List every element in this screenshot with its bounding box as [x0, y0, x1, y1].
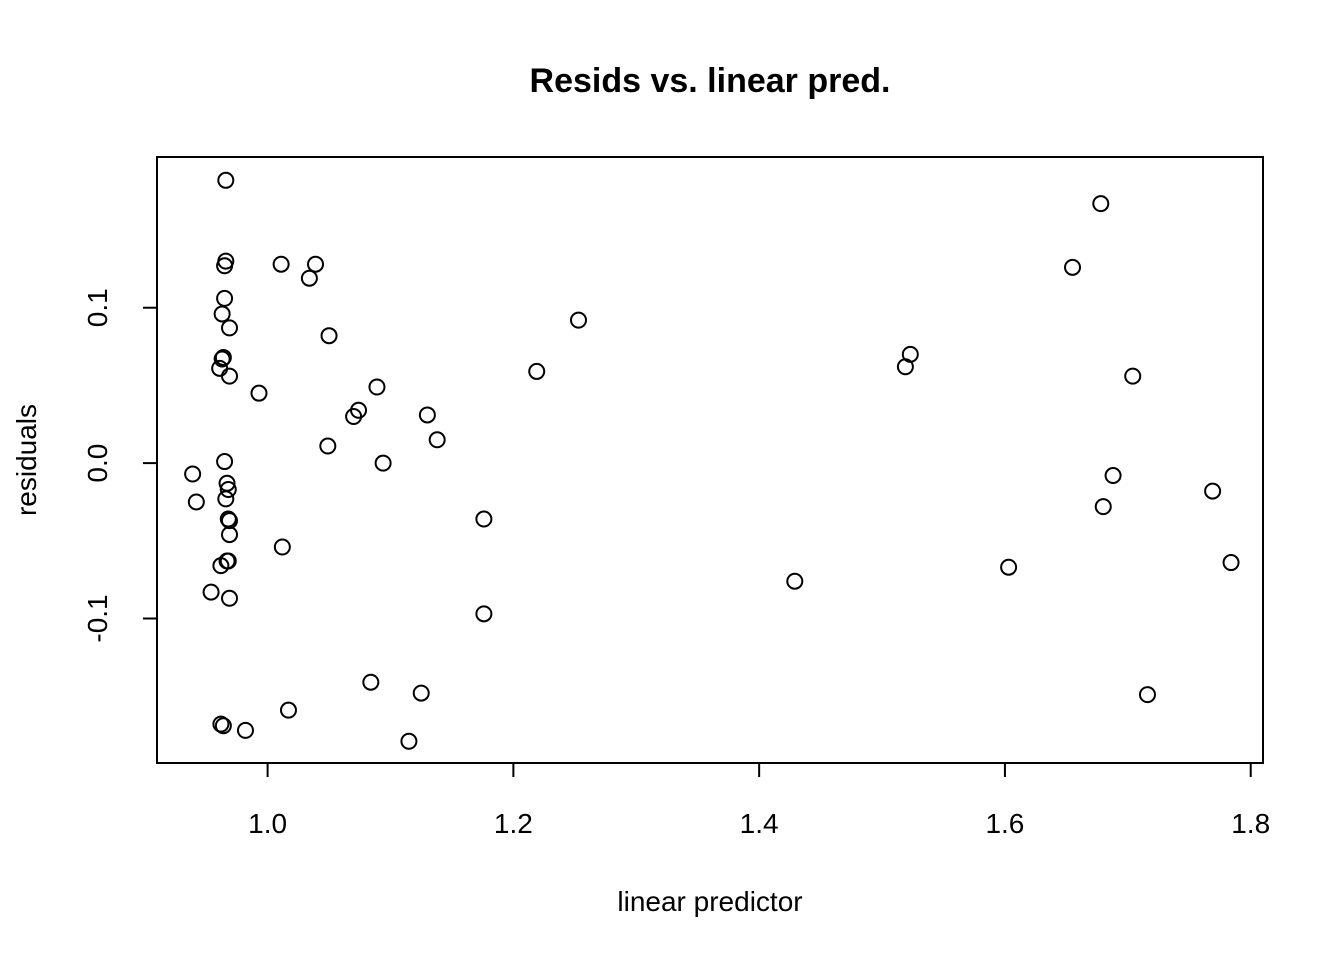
data-point — [221, 319, 239, 337]
data-point — [319, 437, 337, 455]
data-point — [1222, 554, 1240, 572]
data-point — [475, 605, 493, 623]
x-axis-label: linear predictor — [617, 886, 802, 917]
data-point — [418, 406, 436, 424]
y-axis: -0.1 0.0 0.1 — [82, 288, 158, 643]
data-point — [221, 367, 239, 385]
data-point — [1138, 686, 1156, 704]
data-point — [212, 715, 230, 733]
data-point — [368, 378, 386, 396]
y-tick-label: 0.1 — [82, 288, 113, 327]
data-point — [1094, 498, 1112, 516]
y-axis-label: residuals — [11, 404, 42, 516]
data-point — [362, 673, 380, 691]
data-point — [279, 701, 297, 719]
data-point — [786, 572, 804, 590]
data-point — [212, 557, 230, 575]
data-point — [901, 345, 919, 363]
data-point — [1064, 258, 1082, 276]
data-point — [1104, 467, 1122, 485]
x-tick-label: 1.8 — [1231, 808, 1270, 839]
chart-title: Resids vs. linear pred. — [530, 62, 891, 100]
data-point — [184, 465, 202, 483]
data-point — [216, 289, 234, 307]
x-tick-label: 1.4 — [740, 808, 779, 839]
data-point — [216, 257, 234, 275]
x-axis: 1.0 1.2 1.4 1.6 1.8 — [248, 762, 1270, 839]
data-point — [475, 510, 493, 528]
data-points — [184, 171, 1240, 750]
data-point — [400, 732, 418, 750]
data-point — [1092, 195, 1110, 213]
x-tick-label: 1.6 — [985, 808, 1024, 839]
data-point — [219, 481, 237, 499]
data-point — [374, 454, 392, 472]
y-tick-label: 0.0 — [82, 444, 113, 483]
data-point — [213, 350, 231, 368]
data-point — [1124, 367, 1142, 385]
data-point — [300, 269, 318, 287]
y-tick-label: -0.1 — [82, 594, 113, 642]
data-point — [428, 431, 446, 449]
data-point — [1000, 558, 1018, 576]
data-point — [221, 526, 239, 544]
data-point — [221, 589, 239, 607]
data-point — [528, 362, 546, 380]
data-point — [202, 583, 220, 601]
data-point — [250, 384, 268, 402]
data-point — [213, 305, 231, 323]
data-point — [217, 171, 235, 189]
data-point — [217, 490, 235, 508]
data-point — [187, 493, 205, 511]
data-point — [320, 327, 338, 345]
data-point — [236, 721, 254, 739]
data-point — [1204, 482, 1222, 500]
data-point — [214, 348, 232, 366]
data-point — [412, 684, 430, 702]
data-point — [216, 453, 234, 471]
data-point — [272, 255, 290, 273]
data-point — [273, 538, 291, 556]
data-point — [221, 512, 239, 530]
x-tick-label: 1.0 — [248, 808, 287, 839]
x-tick-label: 1.2 — [494, 808, 533, 839]
plot-frame — [156, 156, 1264, 764]
data-point — [214, 717, 232, 735]
data-point — [307, 255, 325, 273]
data-point — [570, 311, 588, 329]
data-point — [345, 407, 363, 425]
